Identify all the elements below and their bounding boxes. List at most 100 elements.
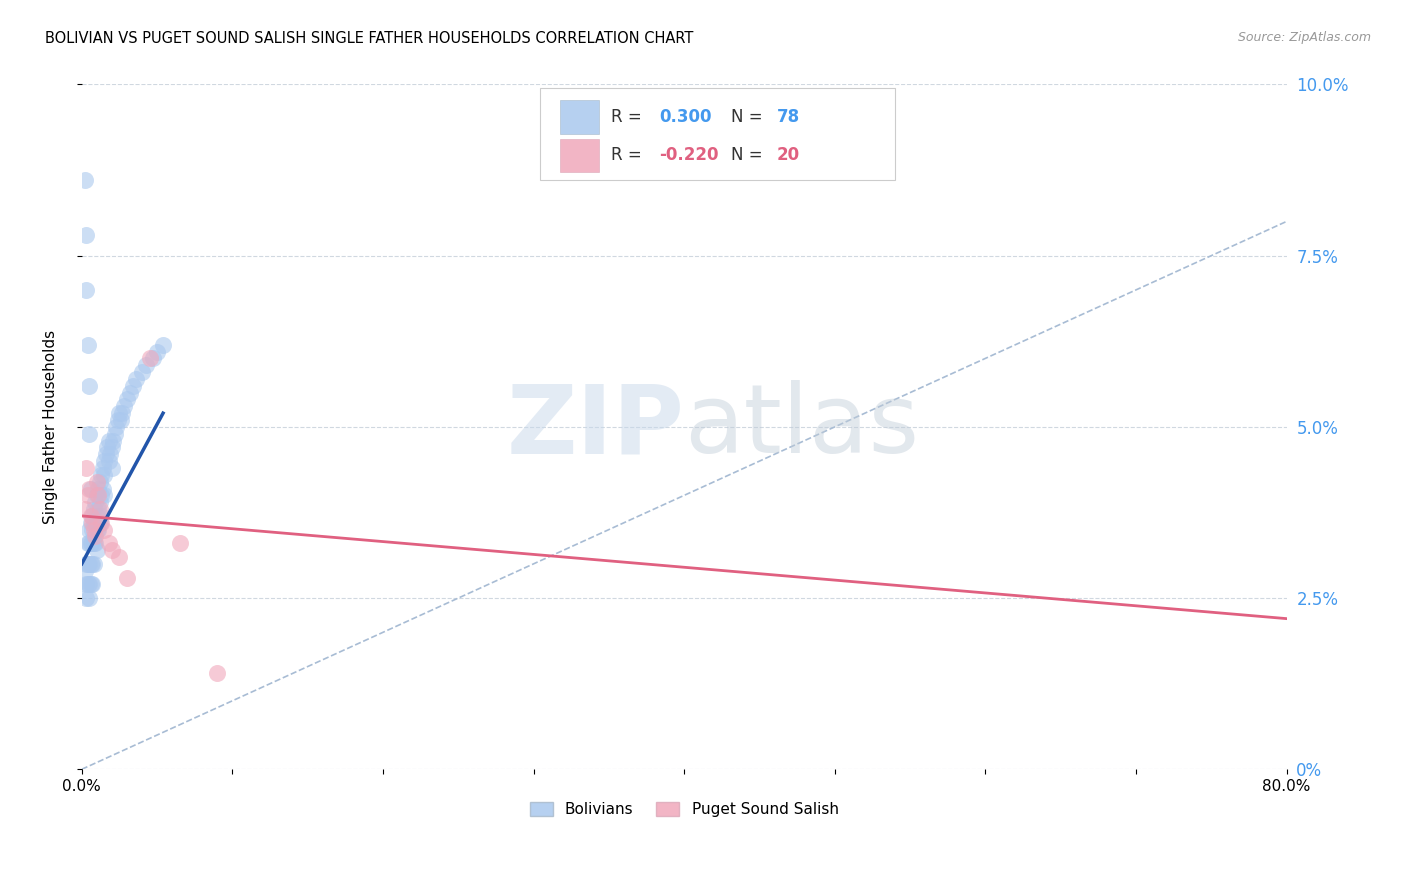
Point (73, 173, 96, 187)
Point (82, 516, 104, 530)
Point (138, 351, 160, 366)
Point (87, 488, 110, 502)
Point (75, 591, 97, 606)
Point (83, 557, 105, 571)
Point (87, 523, 110, 537)
Text: -0.220: -0.220 (659, 146, 718, 164)
Point (90, 467, 112, 482)
Point (83, 536, 105, 550)
Point (207, 666, 229, 681)
Point (118, 385, 141, 400)
Point (75, 557, 97, 571)
Point (93, 467, 115, 482)
Point (115, 570, 138, 584)
Point (94, 447, 117, 461)
Point (80, 536, 103, 550)
Point (96, 441, 118, 455)
Point (83, 523, 105, 537)
Point (107, 413, 129, 427)
Point (86, 475, 108, 489)
Point (97, 536, 120, 550)
Point (84, 536, 107, 550)
Point (77, 523, 100, 537)
Point (76, 488, 98, 502)
Point (77, 591, 100, 606)
Point (152, 337, 174, 351)
Point (135, 358, 157, 372)
Point (101, 441, 124, 455)
Point (112, 400, 135, 414)
Point (75, 577, 97, 591)
Point (77, 577, 100, 591)
Point (141, 351, 163, 366)
Point (97, 454, 120, 468)
Text: N =: N = (731, 108, 768, 126)
Point (87, 482, 110, 496)
Point (86, 508, 108, 523)
Point (108, 406, 131, 420)
Point (93, 523, 115, 537)
Point (77, 482, 100, 496)
Point (115, 392, 138, 407)
Text: N =: N = (731, 146, 768, 164)
Text: 20: 20 (778, 146, 800, 164)
Point (77, 426, 100, 441)
Point (83, 516, 105, 530)
Point (89, 495, 111, 509)
Point (80, 557, 103, 571)
Point (131, 365, 153, 379)
Point (90, 508, 112, 523)
Point (83, 529, 105, 543)
Point (83, 502, 105, 516)
Point (82, 523, 104, 537)
FancyBboxPatch shape (540, 88, 896, 180)
FancyBboxPatch shape (560, 100, 599, 134)
Point (105, 420, 128, 434)
Point (82, 557, 104, 571)
Point (80, 577, 103, 591)
Point (87, 502, 110, 516)
Point (98, 447, 121, 461)
Point (80, 508, 103, 523)
Point (73, 564, 96, 578)
Point (86, 523, 108, 537)
Point (86, 488, 108, 502)
Point (73, 502, 96, 516)
Point (76, 337, 98, 351)
Point (82, 577, 104, 591)
Point (86, 543, 108, 558)
Point (91, 461, 114, 475)
Point (90, 516, 112, 530)
Point (93, 454, 115, 468)
Text: BOLIVIAN VS PUGET SOUND SALISH SINGLE FATHER HOUSEHOLDS CORRELATION CHART: BOLIVIAN VS PUGET SOUND SALISH SINGLE FA… (45, 31, 693, 46)
Y-axis label: Single Father Households: Single Father Households (44, 330, 58, 524)
Point (89, 502, 111, 516)
Point (76, 536, 98, 550)
Point (77, 536, 100, 550)
Point (89, 475, 111, 489)
Point (108, 549, 131, 564)
Point (146, 344, 169, 359)
Point (104, 426, 127, 441)
Point (97, 434, 120, 448)
Point (101, 461, 124, 475)
Point (76, 557, 98, 571)
Text: R =: R = (610, 108, 647, 126)
FancyBboxPatch shape (560, 139, 599, 172)
Point (84, 529, 107, 543)
Point (169, 536, 191, 550)
Point (76, 577, 98, 591)
Point (103, 434, 125, 448)
Point (80, 482, 103, 496)
Point (93, 488, 115, 502)
Point (110, 413, 132, 427)
Point (90, 488, 112, 502)
Point (82, 508, 104, 523)
Point (84, 516, 107, 530)
Text: 0.300: 0.300 (659, 108, 711, 126)
Point (75, 283, 97, 297)
Text: 78: 78 (778, 108, 800, 126)
Text: ZIP: ZIP (506, 380, 685, 474)
Text: Source: ZipAtlas.com: Source: ZipAtlas.com (1237, 31, 1371, 45)
Point (75, 228, 97, 243)
